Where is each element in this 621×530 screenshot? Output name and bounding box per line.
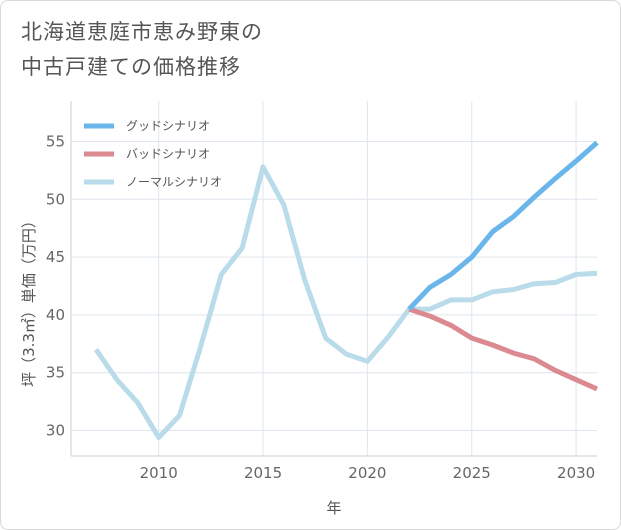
x-tick-label: 2020 bbox=[348, 464, 386, 482]
y-axis-label: 坪（3.3㎡）単価（万円） bbox=[20, 213, 38, 387]
title-line-1: 北海道恵庭市恵み野東の bbox=[21, 20, 263, 44]
y-tick-label: 40 bbox=[46, 306, 65, 324]
chart-title: 北海道恵庭市恵み野東の 中古戸建ての価格推移 bbox=[21, 15, 581, 85]
series-line-bad bbox=[408, 306, 599, 392]
series-line-normal bbox=[93, 164, 598, 440]
legend-label: ノーマルシナリオ bbox=[126, 175, 222, 189]
axes: 2010 2015 2020 2025 2030 30 35 40 45 50 55 bbox=[46, 101, 597, 482]
y-tick-label: 35 bbox=[46, 364, 65, 382]
y-tick-label: 30 bbox=[46, 422, 65, 440]
legend-label: グッドシナリオ bbox=[126, 119, 210, 133]
x-tick-label: 2010 bbox=[140, 464, 178, 482]
x-axis-label: 年 bbox=[326, 499, 341, 517]
y-tick-label: 50 bbox=[46, 190, 65, 208]
series-line-good bbox=[407, 140, 599, 311]
y-tick-label: 55 bbox=[46, 132, 65, 150]
x-tick-label: 2015 bbox=[244, 464, 282, 482]
x-tick-label: 2025 bbox=[453, 464, 491, 482]
series-lines bbox=[93, 140, 599, 440]
x-tick-label: 2030 bbox=[557, 464, 595, 482]
legend-label: バッドシナリオ bbox=[126, 147, 210, 161]
title-line-2: 中古戸建ての価格推移 bbox=[21, 55, 241, 79]
y-tick-label: 45 bbox=[46, 248, 65, 266]
